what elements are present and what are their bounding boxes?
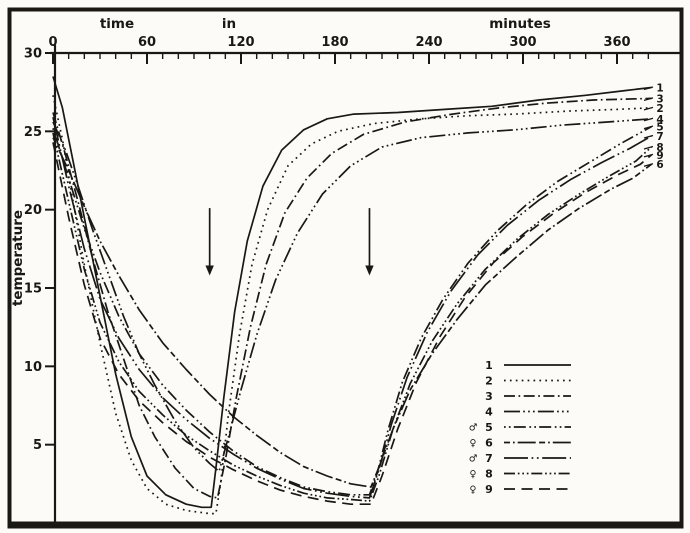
legend-row-9: ♀ 9 [470,483,571,496]
end-label-leader [643,97,654,102]
y-tick-label: 5 [33,438,42,453]
end-label-leader [643,153,654,158]
legend-number-label: 3 [485,390,493,403]
x-tick-label: 120 [227,35,254,50]
curves [52,76,653,515]
end-label-leader [643,125,654,130]
legend-sex-symbol: ♂ [469,454,478,465]
curve-end-label-5: 5 [656,122,663,134]
x-tick-label: 0 [48,35,57,50]
curve-2 [52,95,652,515]
legend-row-3: 3 [485,390,571,403]
y-axis-title: temperature [10,210,26,306]
curve-6 [52,137,653,488]
curve-7 [52,117,652,499]
curve-end-label-9: 9 [656,150,663,162]
legend-sex-symbol: ♀ [470,438,477,449]
curve-end-label-2: 2 [656,103,663,115]
legend-number-label: 7 [485,452,493,465]
figure-frame [7,7,684,529]
legend-number-label: 5 [485,421,493,434]
x-axis-title-word: in [222,16,236,32]
curve-end-label-8: 8 [656,142,663,154]
curve-end-label-6: 6 [656,159,663,171]
end-label-leader [643,145,654,150]
x-tick-label: 60 [138,35,156,50]
legend-row-5: ♂ 5 [469,421,571,434]
curve-3 [52,97,652,499]
legend-number-label: 4 [485,406,493,419]
y-tick-label: 30 [24,47,42,62]
curve-end-label-4: 4 [656,114,663,126]
legend-row-8: ♀ 8 [470,468,571,481]
legend-row-6: ♀ 6 [470,437,571,450]
end-label-leader [643,106,654,111]
legend-sex-symbol: ♀ [470,485,477,496]
curve-1 [52,76,652,509]
curve-4 [52,117,652,473]
curve-9 [52,142,653,506]
end-label-leader [643,117,654,122]
legend-row-4: 4 [485,406,571,419]
y-tick-label: 10 [24,360,42,375]
legend-number-label: 2 [485,375,493,388]
curve-5 [52,125,652,496]
x-tick-label: 360 [603,35,630,50]
x-tick-label: 300 [509,35,536,50]
event-arrows [205,208,374,276]
curve-end-label-1: 1 [656,82,663,94]
x-axis-title-word: minutes [489,16,551,32]
curve-end-label-7: 7 [656,131,663,143]
end-label-leader [643,86,654,91]
legend-number-label: 9 [485,483,493,496]
legend-row-2: 2 [485,375,571,388]
end-label-leader [643,134,654,139]
legend-sex-symbol: ♀ [470,469,477,480]
curve-8 [52,132,653,502]
down-arrow-head [205,265,214,276]
x-axis-title-word: time [100,16,134,32]
y-tick-label: 15 [24,282,42,297]
legend-number-label: 8 [485,468,493,481]
legend-sex-symbol: ♂ [469,423,478,434]
y-tick-label: 20 [24,203,42,218]
legend-number-label: 6 [485,437,493,450]
legend-number-label: 1 [485,359,493,372]
legend-row-1: 1 [485,359,571,372]
curve-end-label-3: 3 [656,93,663,105]
x-tick-label: 180 [321,35,348,50]
end-label-leader [643,163,654,167]
down-arrow-head [365,265,374,276]
y-tick-label: 25 [24,125,42,140]
x-tick-label: 240 [415,35,442,50]
legend-row-7: ♂ 7 [469,452,571,465]
